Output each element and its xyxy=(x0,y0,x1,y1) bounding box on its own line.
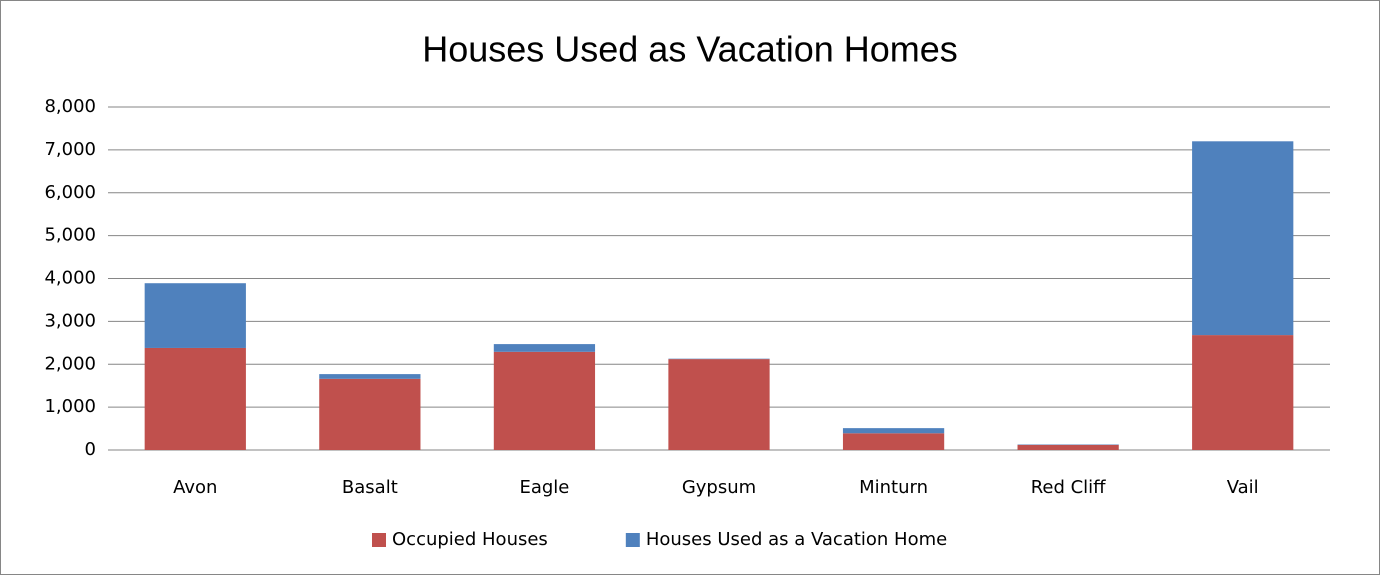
bar-segment xyxy=(145,283,246,348)
y-tick-label: 3,000 xyxy=(44,310,96,331)
y-tick-label: 8,000 xyxy=(44,96,96,117)
x-tick-label: Basalt xyxy=(342,477,398,498)
legend-label: Occupied Houses xyxy=(392,529,548,550)
bar-segment xyxy=(843,428,944,433)
y-tick-label: 1,000 xyxy=(44,396,96,417)
bar-segment xyxy=(843,433,944,450)
x-tick-label: Eagle xyxy=(519,477,569,498)
bar-segment xyxy=(1018,445,1119,450)
y-tick-label: 4,000 xyxy=(44,268,96,289)
bar-segment xyxy=(145,348,246,450)
y-tick-label: 5,000 xyxy=(44,225,96,246)
legend-swatch xyxy=(372,533,386,547)
x-tick-label: Avon xyxy=(173,477,217,498)
y-tick-label: 0 xyxy=(85,439,96,460)
x-tick-label: Gypsum xyxy=(682,477,756,498)
bar-segment xyxy=(1192,335,1293,450)
x-tick-label: Vail xyxy=(1227,477,1259,498)
y-tick-label: 6,000 xyxy=(44,182,96,203)
bar-segment xyxy=(494,352,595,450)
y-tick-label: 7,000 xyxy=(44,139,96,160)
bar-segment xyxy=(494,344,595,352)
bar-segment xyxy=(1192,141,1293,335)
bar-segment xyxy=(319,374,420,379)
bar-segment xyxy=(319,379,420,450)
x-tick-label: Red Cliff xyxy=(1031,477,1106,498)
x-tick-label: Minturn xyxy=(859,477,928,498)
legend-label: Houses Used as a Vacation Home xyxy=(646,529,947,550)
y-tick-label: 2,000 xyxy=(44,353,96,374)
legend-swatch xyxy=(626,533,640,547)
bar-segment xyxy=(668,359,769,450)
chart-title: Houses Used as Vacation Homes xyxy=(422,29,958,70)
